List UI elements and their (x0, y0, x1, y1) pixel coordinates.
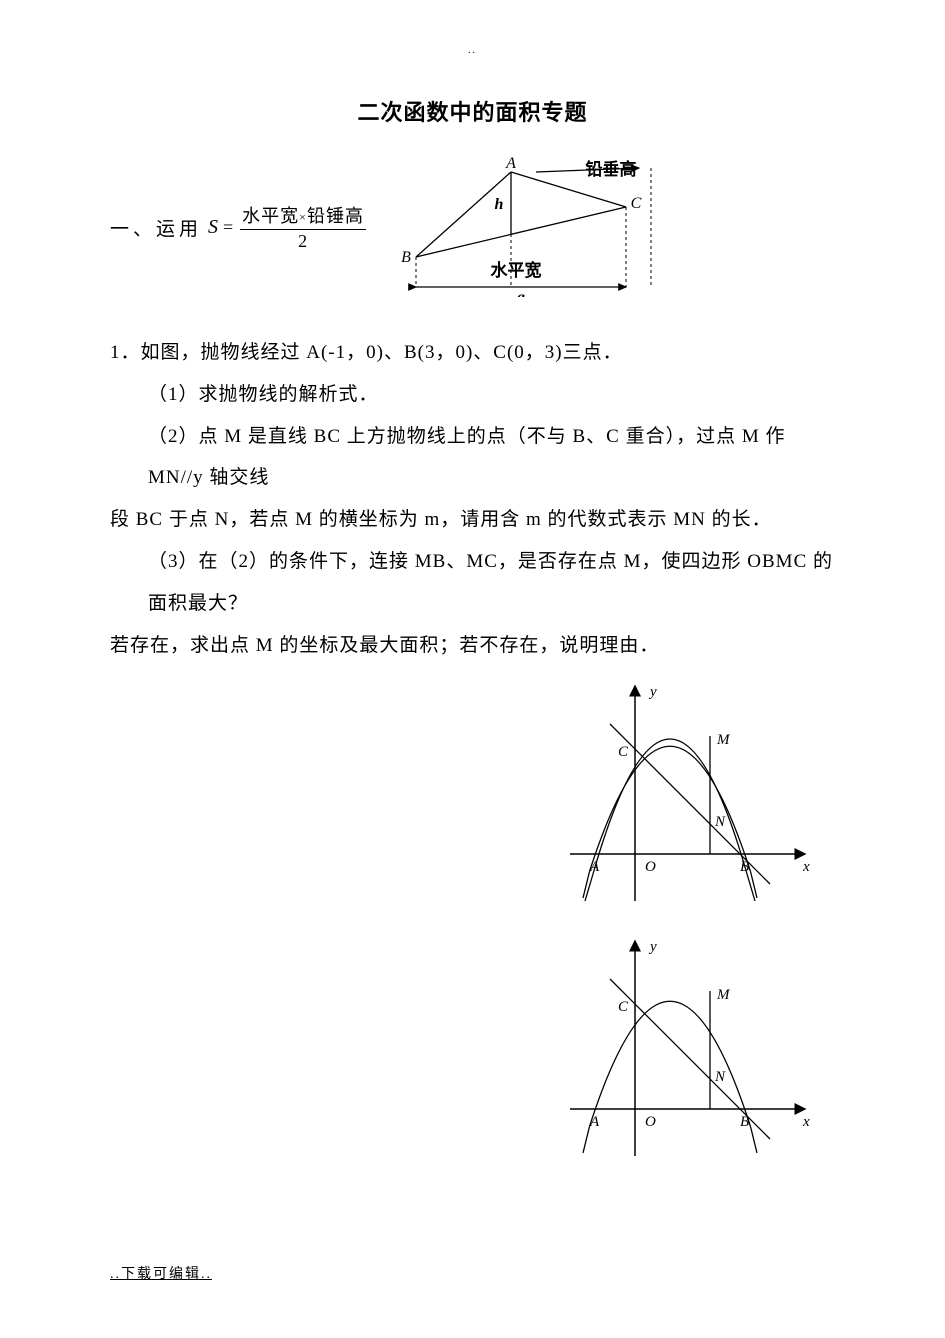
c1-O: O (645, 859, 656, 875)
f-S: S (208, 216, 219, 239)
c2-x: x (802, 1114, 810, 1130)
page-title: 二次函数中的面积专题 (110, 95, 835, 127)
s1-prefix: 一、运用 (110, 214, 202, 241)
num-right: 铅锤高 (307, 206, 364, 226)
c2-O: O (645, 1114, 656, 1130)
num-left: 水平宽 (242, 206, 299, 226)
c1-B: B (740, 859, 749, 875)
p-line4b: 若存在，求出点 M 的坐标及最大面积；若不存在，说明理由． (110, 625, 835, 667)
c1-A: A (589, 859, 600, 875)
c2-B: B (740, 1114, 749, 1130)
problem-text: 1．如图，抛物线经过 A(-1，0)、B(3，0)、C(0，3)三点． （1）求… (110, 332, 835, 666)
p-line2: （1）求抛物线的解析式． (110, 374, 835, 416)
parabola-chart-1: y x O A B C M N (555, 676, 815, 916)
d1-A: A (505, 157, 516, 172)
top-dots: .. (468, 45, 477, 56)
p-line4a: （3）在（2）的条件下，连接 MB、MC，是否存在点 M，使四边形 OBMC 的… (110, 541, 835, 625)
c1-y: y (648, 684, 657, 700)
section1-row: 一、运用 S = 水平宽×铅锤高 2 (110, 157, 835, 297)
d1-a: a (517, 289, 525, 297)
c1-M: M (716, 732, 731, 748)
parabola-chart-2: y x O A B C M N (555, 931, 815, 1171)
formula: S = 水平宽×铅锤高 2 (208, 201, 366, 253)
triangle-diagram: A B C h a 铅垂高 水平宽 (396, 157, 686, 297)
c2-A: A (589, 1114, 600, 1130)
p-line1: 1．如图，抛物线经过 A(-1，0)、B(3，0)、C(0，3)三点． (110, 332, 835, 374)
num-x: × (299, 210, 307, 224)
section1-text: 一、运用 S = 水平宽×铅锤高 2 (110, 201, 366, 253)
c2-N: N (714, 1069, 726, 1085)
d1-horiz-label: 水平宽 (490, 260, 541, 280)
c2-C: C (618, 999, 629, 1015)
denominator: 2 (296, 230, 310, 253)
c2-y: y (648, 939, 657, 955)
d1-B: B (401, 249, 411, 266)
numerator: 水平宽×铅锤高 (240, 201, 366, 229)
f-eq: = (223, 217, 234, 238)
charts-column: y x O A B C M N y x O A B C M N (110, 676, 835, 1171)
footer-note: ..下载可编辑.. (110, 1263, 212, 1283)
p-line3a: （2）点 M 是直线 BC 上方抛物线上的点（不与 B、C 重合），过点 M 作… (110, 416, 835, 500)
fraction: 水平宽×铅锤高 2 (240, 201, 366, 253)
d1-C: C (631, 195, 642, 212)
c2-M: M (716, 987, 731, 1003)
c1-x: x (802, 859, 810, 875)
c1-N: N (714, 814, 726, 830)
d1-h: h (495, 196, 504, 213)
c1-C: C (618, 744, 629, 760)
d1-vert-label: 铅垂高 (585, 159, 636, 179)
p-line3b: 段 BC 于点 N，若点 M 的横坐标为 m，请用含 m 的代数式表示 MN 的… (110, 499, 835, 541)
